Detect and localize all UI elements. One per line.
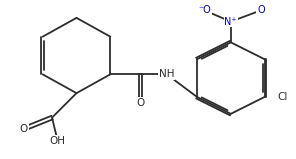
Text: OH: OH [50, 136, 66, 146]
Text: O: O [136, 98, 145, 107]
Text: N⁺: N⁺ [224, 17, 237, 27]
Text: ⁻O: ⁻O [198, 5, 211, 15]
Text: NH: NH [159, 69, 175, 79]
Text: O: O [20, 124, 28, 134]
Text: Cl: Cl [278, 92, 288, 102]
Text: O: O [257, 5, 265, 15]
